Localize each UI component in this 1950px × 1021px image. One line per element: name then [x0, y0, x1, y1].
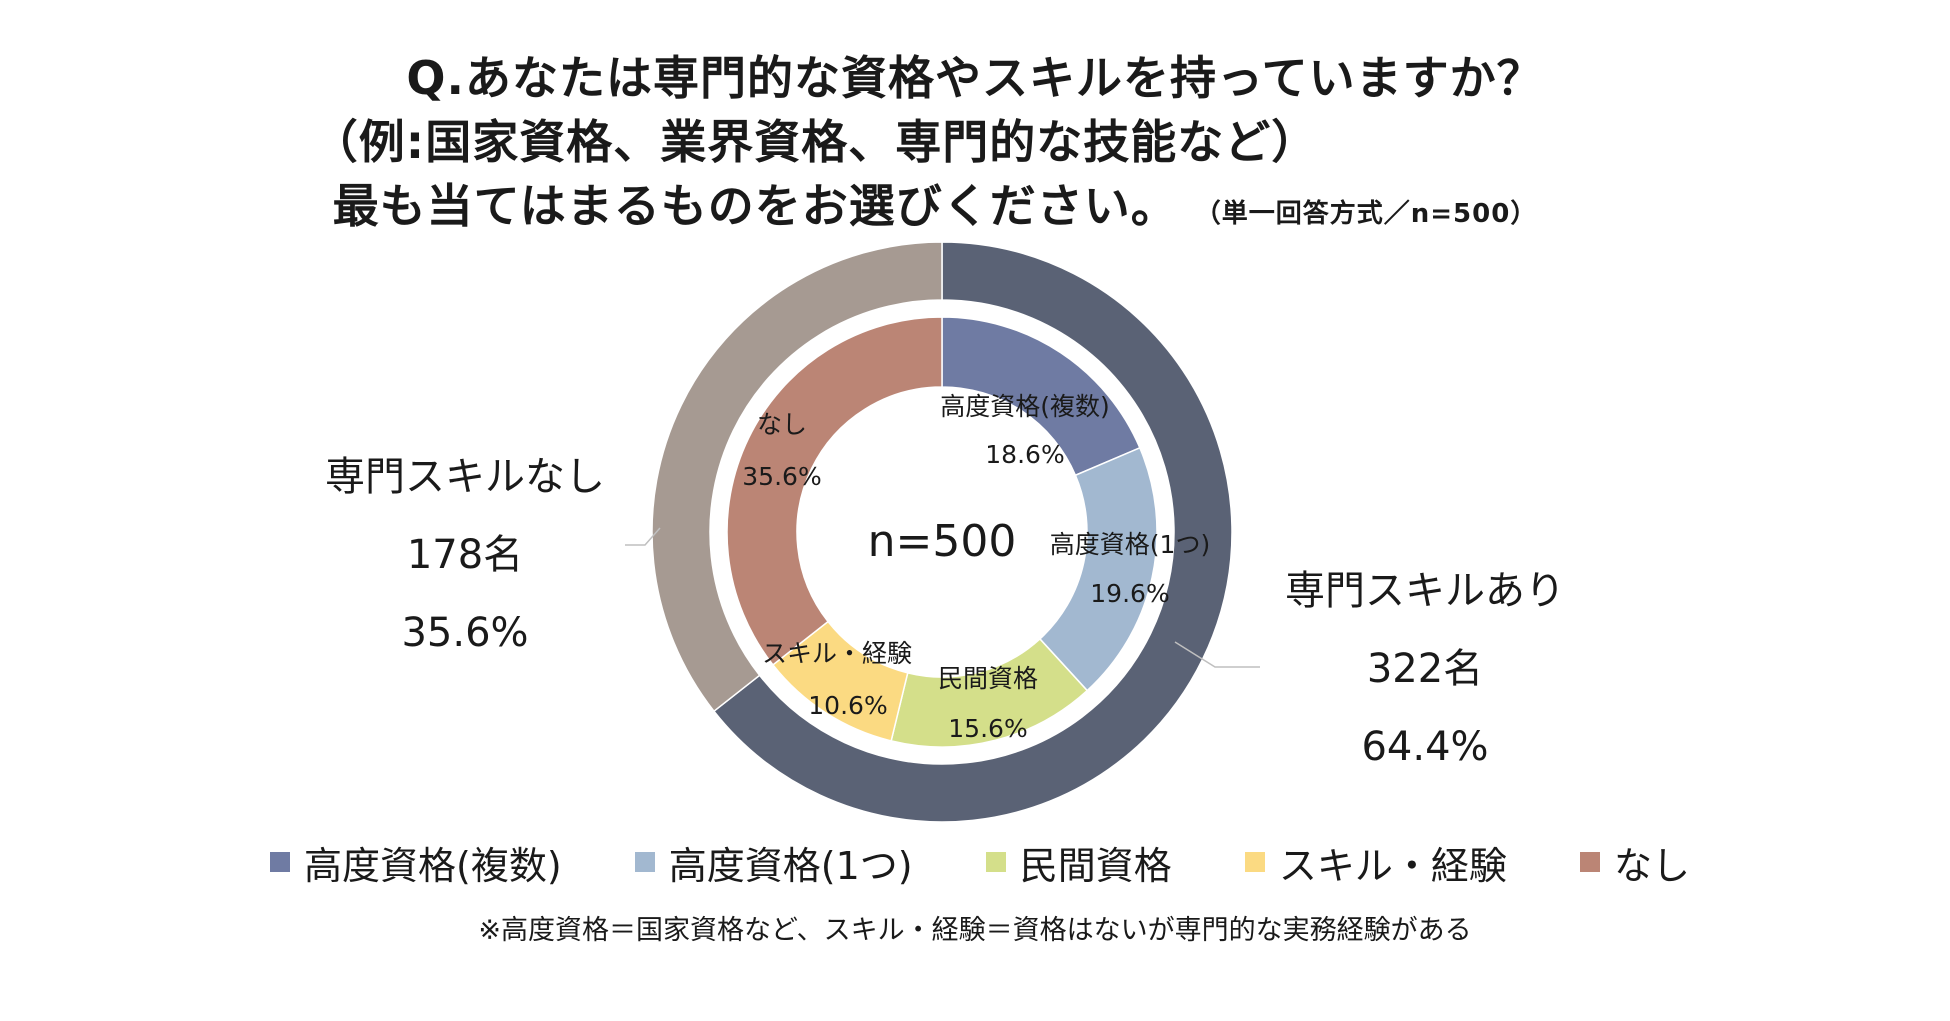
- outer-ring: [651, 241, 1233, 823]
- legend-label-1: 高度資格(1つ): [668, 843, 913, 888]
- chart-title-note: （単一回答方式／n=500）: [1207, 199, 1538, 229]
- outer-label-no-skill-percent: 35.6%: [401, 610, 529, 656]
- outer-label-no-skill: 専門スキルなし 178名 35.6%: [300, 438, 630, 672]
- legend-label-0: 高度資格(複数): [304, 843, 562, 888]
- inner-label-percent-0: 18.6%: [985, 440, 1064, 469]
- legend-swatch-0: [270, 852, 290, 872]
- legend-swatch-4: [1579, 852, 1600, 872]
- inner-label-name-1: 高度資格(1つ): [1050, 530, 1210, 559]
- outer-label-has-skill-name: 専門スキルあり: [1285, 568, 1565, 614]
- chart-title-line-1: Q.あなたは専門的な資格やスキルを持っていますか？: [406, 51, 1544, 105]
- outer-label-has-skill-count: 322名: [1366, 646, 1484, 692]
- legend-item-3: スキル・経験: [1244, 835, 1507, 890]
- leader-line-left: [625, 527, 661, 546]
- chart-title-line-3: 最も当てはまるものをお選びください。 （単一回答方式／n=500）: [0, 170, 1910, 236]
- outer-label-has-skill: 専門スキルあり 322名 64.4%: [1260, 552, 1590, 786]
- outer-slice-0: [712, 241, 1233, 823]
- center-label: n=500: [868, 516, 1017, 567]
- legend-item-0: 高度資格(複数): [270, 835, 562, 890]
- inner-ring-labels: 高度資格(複数) 18.6% 高度資格(1つ) 19.6% 民間資格 15.6% スキル・経…: [742, 392, 1210, 743]
- outer-slice-1: [651, 241, 943, 713]
- outer-label-no-skill-name: 専門スキルなし: [325, 454, 605, 500]
- legend-label-3: スキル・経験: [1278, 843, 1507, 888]
- legend-label-2: 民間資格: [1019, 843, 1172, 888]
- inner-label-name-2: 民間資格: [938, 664, 1038, 693]
- leader-lines: [625, 527, 1260, 668]
- footnote: ※高度資格＝国家資格など、スキル・経験＝資格はないが専門的な実務経験がある: [478, 915, 1472, 946]
- inner-label-percent-3: 10.6%: [808, 691, 887, 720]
- legend-swatch-1: [634, 852, 655, 872]
- inner-label-name-0: 高度資格(複数): [940, 392, 1110, 421]
- outer-label-no-skill-count: 178名: [406, 532, 524, 578]
- chart-title-line-2: （例:国家資格、業界資格、専門的な技能など）: [311, 115, 1319, 169]
- legend-item-4: なし: [1579, 835, 1690, 890]
- inner-ring: [726, 316, 1158, 748]
- inner-label-name-3: スキル・経験: [762, 639, 912, 668]
- inner-slice-4: [726, 316, 943, 666]
- inner-label-percent-2: 15.6%: [948, 714, 1027, 743]
- legend-item-1: 高度資格(1つ): [634, 835, 913, 890]
- legend-item-2: 民間資格: [985, 835, 1172, 890]
- legend-label-4: なし: [1613, 843, 1690, 888]
- chart-title-line-3-text: 最も当てはまるものをお選びください。: [332, 179, 1178, 233]
- inner-label-name-4: なし: [757, 410, 807, 439]
- outer-label-has-skill-percent: 64.4%: [1361, 724, 1489, 770]
- inner-label-percent-4: 35.6%: [742, 462, 821, 491]
- legend-swatch-3: [1244, 852, 1265, 872]
- legend-swatch-2: [985, 852, 1006, 872]
- leader-line-right: [1174, 641, 1260, 668]
- legend: 高度資格(複数) 高度資格(1つ) 民間資格 スキル・経験 なし: [270, 832, 1690, 892]
- inner-label-percent-1: 19.6%: [1090, 579, 1169, 608]
